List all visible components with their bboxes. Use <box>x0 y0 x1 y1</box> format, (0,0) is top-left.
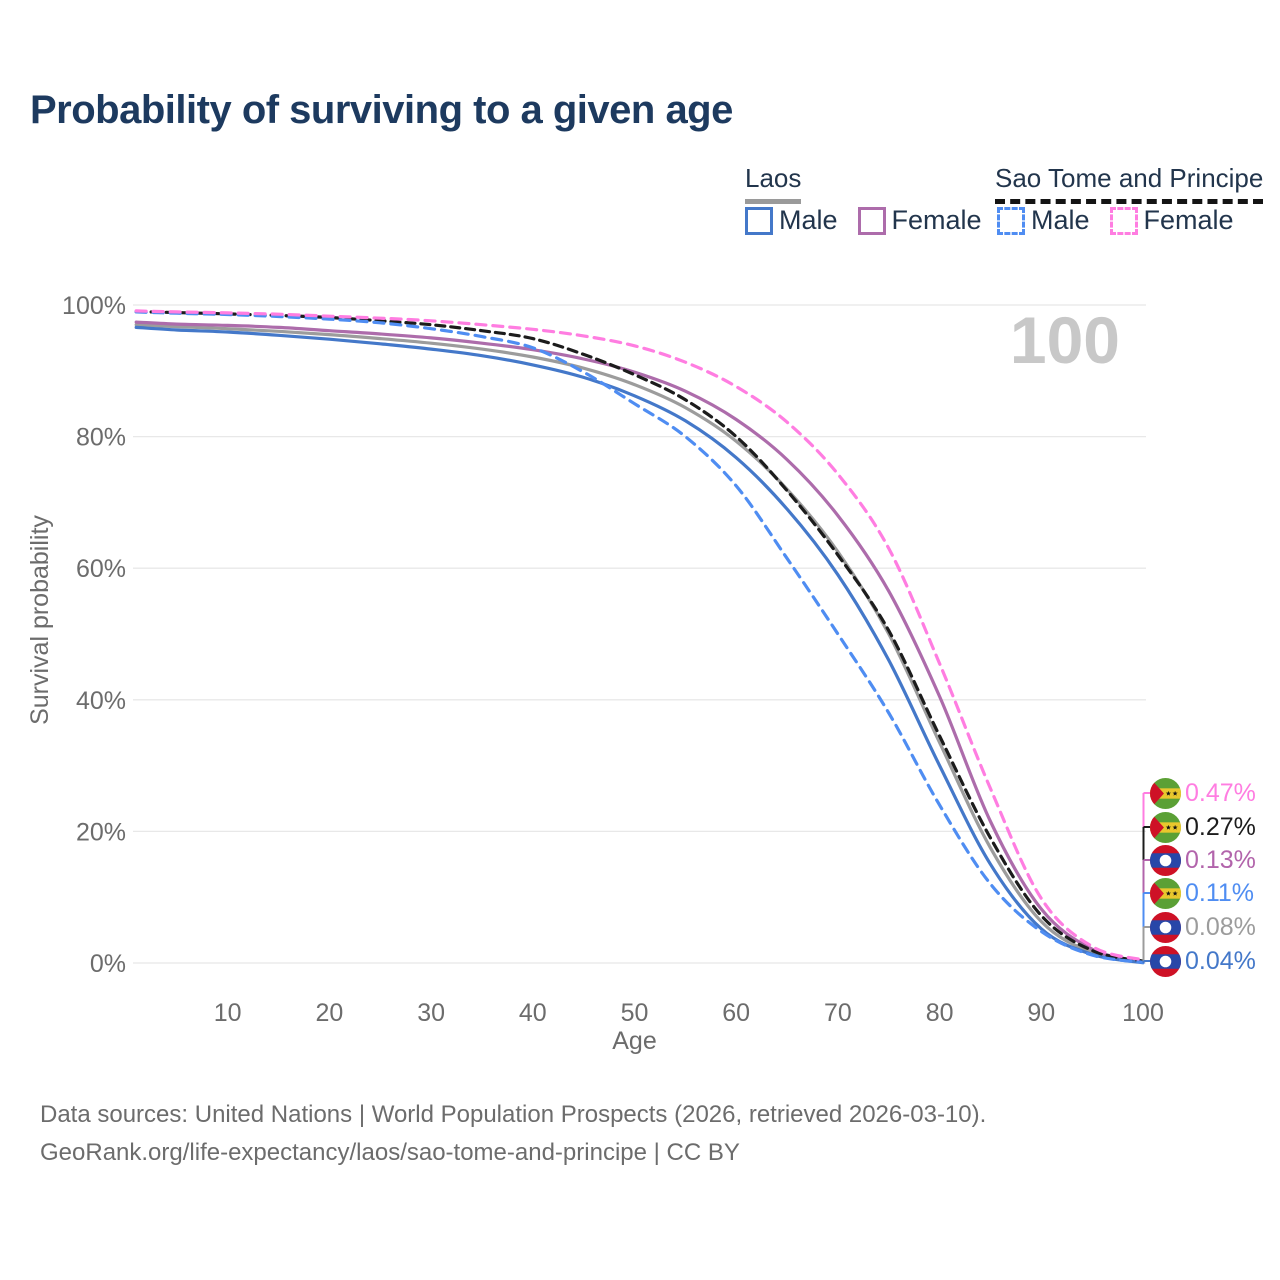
end-value-text: 0.11% <box>1185 878 1255 907</box>
end-value-label-laos-008: 0.08% <box>1150 911 1256 943</box>
footer: Data sources: United Nations | World Pop… <box>40 1096 986 1172</box>
x-tick-label: 60 <box>722 999 750 1027</box>
x-tick-label: 40 <box>519 999 547 1027</box>
laos-female-swatch-icon <box>857 206 886 235</box>
laos-flag-icon <box>1150 911 1181 943</box>
end-value-label-stp-011: 0.11% <box>1150 877 1254 909</box>
legend-items-sao-tome: Male Female <box>997 205 1254 236</box>
legend-item-label: Male <box>1031 205 1090 235</box>
end-value-text: 0.04% <box>1185 946 1256 975</box>
end-value-label-stp-047: 0.47% <box>1150 777 1256 809</box>
series-line-stp-female <box>134 309 1145 962</box>
x-tick-label: 100 <box>1122 999 1164 1027</box>
laos-flag-icon <box>1150 945 1181 977</box>
attribution-text: GeoRank.org/life-expectancy/laos/sao-tom… <box>40 1139 740 1166</box>
end-value-text: 0.08% <box>1185 912 1256 941</box>
series-line-laos-male <box>134 325 1145 965</box>
legend-item-laos-female[interactable]: Female <box>857 205 982 236</box>
y-tick-label: 100% <box>62 292 126 320</box>
legend-item-label: Female <box>891 205 982 235</box>
sao-tome-and-principe-flag-icon <box>1150 777 1181 809</box>
sao-tome-and-principe-flag-icon <box>1150 811 1181 843</box>
x-tick-label: 70 <box>824 999 852 1027</box>
legend-items-laos: Male Female <box>745 205 1002 236</box>
end-value-text: 0.27% <box>1185 812 1256 841</box>
laos-male-swatch-icon <box>745 206 773 235</box>
data-sources-text: Data sources: United Nations | World Pop… <box>40 1101 987 1128</box>
legend-group-sao-tome: Sao Tome and Principe <box>995 163 1264 204</box>
end-value-label-laos-004: 0.04% <box>1150 945 1256 977</box>
y-axis-title: Survival probability <box>26 515 54 725</box>
y-tick-label: 20% <box>76 818 126 846</box>
end-value-label-stp-027: 0.27% <box>1150 811 1256 843</box>
sao-tome-and-principe-flag-icon <box>1150 877 1181 909</box>
end-value-text: 0.13% <box>1185 845 1256 874</box>
end-value-text: 0.47% <box>1185 778 1256 807</box>
stp-male-swatch-icon <box>997 206 1025 235</box>
page-title: Probability of surviving to a given age <box>30 88 733 132</box>
legend-item-stp-male[interactable]: Male <box>997 205 1090 236</box>
laos-flag-icon <box>1150 844 1181 876</box>
legend-group-laos: Laos <box>745 163 802 204</box>
x-tick-label: 50 <box>621 999 649 1027</box>
x-tick-label: 30 <box>417 999 445 1027</box>
y-tick-label: 40% <box>76 687 126 715</box>
x-tick-label: 80 <box>926 999 954 1027</box>
x-axis-title: Age <box>612 1027 656 1055</box>
series-line-laos-female <box>134 320 1145 964</box>
series-line-laos-total <box>134 323 1145 965</box>
y-tick-label: 60% <box>76 555 126 583</box>
x-tick-label: 10 <box>214 999 242 1027</box>
end-value-label-laos-013: 0.13% <box>1150 844 1256 876</box>
x-tick-label: 90 <box>1027 999 1055 1027</box>
legend-item-laos-male[interactable]: Male <box>745 205 838 236</box>
legend-item-label: Male <box>779 205 838 235</box>
legend-item-label: Female <box>1143 205 1234 235</box>
y-tick-label: 80% <box>76 424 126 452</box>
stp-female-swatch-icon <box>1109 206 1138 235</box>
x-tick-label: 20 <box>315 999 343 1027</box>
legend-item-stp-female[interactable]: Female <box>1109 205 1234 236</box>
y-tick-label: 0% <box>90 950 126 978</box>
age-watermark: 100 <box>1010 303 1120 377</box>
series-line-stp-male <box>134 310 1145 964</box>
